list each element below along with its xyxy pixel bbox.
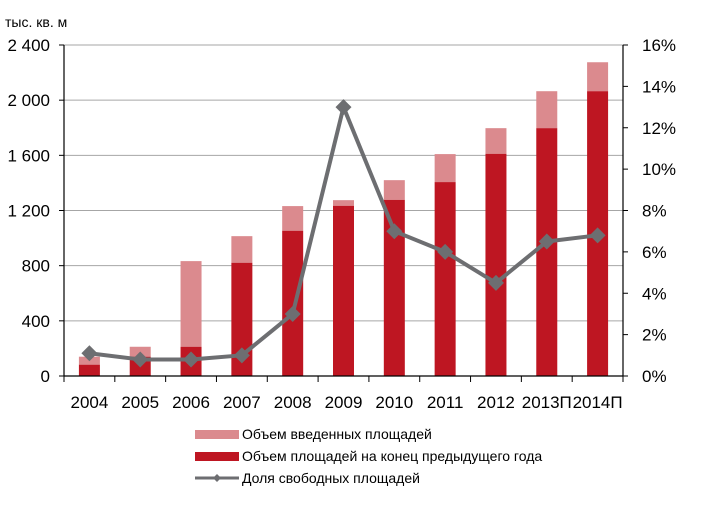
diamond-marker-icon xyxy=(437,243,454,260)
bar-existing-area xyxy=(78,364,100,376)
y2-tick-label: 14% xyxy=(642,77,676,96)
x-tick-label: 2005 xyxy=(121,393,159,412)
diamond-marker-icon xyxy=(132,351,149,368)
diamond-marker-icon xyxy=(386,223,403,240)
bar-new-area xyxy=(434,154,456,183)
legend-line-diamond-icon xyxy=(195,474,239,482)
y-tick-label: 800 xyxy=(22,257,50,276)
y2-tick-label: 12% xyxy=(642,119,676,138)
diamond-marker-icon xyxy=(284,305,301,322)
bar-new-area xyxy=(536,91,558,129)
diamond-marker-icon xyxy=(538,233,555,250)
bar-new-area xyxy=(231,236,253,263)
x-tick-label: 2007 xyxy=(223,393,261,412)
x-tick-label: 2010 xyxy=(375,393,413,412)
legend-label: Объем введенных площадей xyxy=(242,426,432,442)
combo-chart: 0 400 800 1 200 1 600 2 000 2 400 0% 2% 4% 6% 8% 10%… xyxy=(7,36,676,412)
x-tick-label: 2009 xyxy=(325,393,363,412)
bar-new-area xyxy=(383,180,405,200)
legend-swatch-dark xyxy=(195,451,239,461)
y2-tick-label: 4% xyxy=(642,284,667,303)
bar-existing-area xyxy=(383,199,405,376)
y2-tick-label: 2% xyxy=(642,326,667,345)
bar-new-area xyxy=(587,62,609,92)
bar-existing-area xyxy=(485,153,507,376)
legend-swatch-light xyxy=(195,429,239,439)
y-tick-label: 1 200 xyxy=(7,202,50,221)
bar-new-area xyxy=(333,200,354,206)
y2-tick-label: 16% xyxy=(642,36,676,55)
y2-tick-label: 0% xyxy=(642,367,667,386)
x-tick-label: 2006 xyxy=(172,393,210,412)
legend-item-vacancy: Доля свободных площадей xyxy=(195,467,542,489)
x-tick-label: 2008 xyxy=(274,393,312,412)
y-axis-unit-label: тыс. кв. м xyxy=(5,14,68,30)
x-tick-label: 2012 xyxy=(477,393,515,412)
x-tick-label: 2011 xyxy=(427,393,464,412)
x-tick-label: 2013П xyxy=(522,393,572,412)
legend-item-new-area: Объем введенных площадей xyxy=(195,423,542,445)
x-tick-label: 2014П xyxy=(573,393,623,412)
bar-existing-area xyxy=(434,182,456,376)
y-tick-label: 2 000 xyxy=(7,91,50,110)
legend-label: Объем площадей на конец предыдущего года xyxy=(242,448,543,464)
bar-existing-area xyxy=(536,128,558,376)
diamond-marker-icon xyxy=(233,347,250,364)
diamond-marker-icon xyxy=(335,99,352,116)
legend-label: Доля свободных площадей xyxy=(242,470,420,486)
legend-item-existing-area: Объем площадей на конец предыдущего года xyxy=(195,445,542,467)
bar-new-area xyxy=(282,206,304,231)
bar-existing-area xyxy=(333,205,354,376)
y-tick-label: 1 600 xyxy=(7,146,50,165)
y-tick-label: 2 400 xyxy=(7,36,50,55)
bar-existing-area xyxy=(282,230,304,376)
legend: Объем введенных площадей Объем площадей … xyxy=(195,423,542,489)
y2-tick-label: 8% xyxy=(642,202,667,221)
y-tick-label: 400 xyxy=(22,312,50,331)
bar-new-area xyxy=(180,261,202,347)
diamond-marker-icon xyxy=(81,345,98,362)
diamond-marker-icon xyxy=(589,227,606,244)
y-tick-label: 0 xyxy=(41,367,50,386)
y2-tick-label: 10% xyxy=(642,160,676,179)
bar-new-area xyxy=(485,128,507,154)
bar-existing-area xyxy=(231,262,253,376)
y2-tick-label: 6% xyxy=(642,243,667,262)
x-tick-label: 2004 xyxy=(70,393,108,412)
diamond-marker-icon xyxy=(487,274,504,291)
diamond-marker-icon xyxy=(183,351,200,368)
